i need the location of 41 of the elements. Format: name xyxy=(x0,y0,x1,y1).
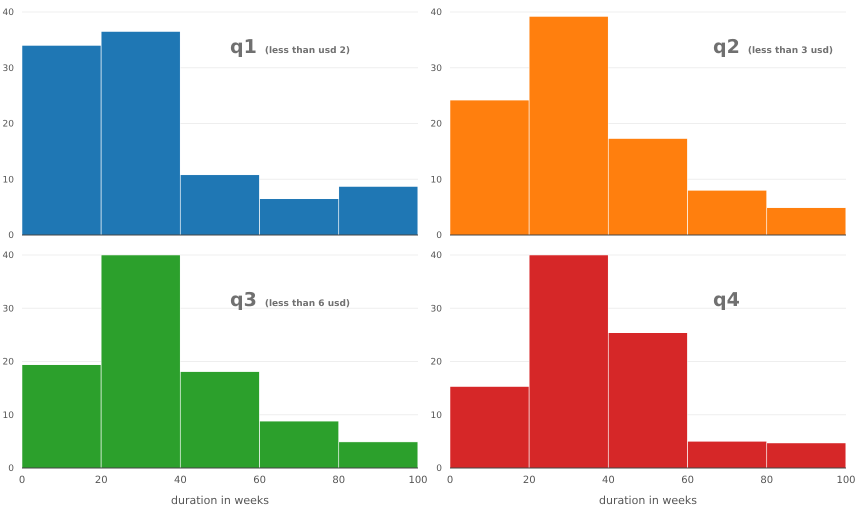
x-axis-title: duration in weeks xyxy=(599,494,698,507)
y-tick-label: 0 xyxy=(8,231,14,242)
x-tick-label: 20 xyxy=(522,475,536,486)
y-tick-label: 40 xyxy=(430,8,442,18)
y-tick-label: 20 xyxy=(430,358,442,368)
y-tick-label: 20 xyxy=(2,120,14,130)
y-tick-label: 10 xyxy=(2,175,14,186)
text: q3 xyxy=(230,289,257,311)
x-tick-label: 40 xyxy=(602,475,615,486)
x-tick-label: 100 xyxy=(408,475,428,486)
x-tick-label: 60 xyxy=(253,475,266,486)
y-tick-label: 0 xyxy=(436,464,442,474)
y-tick-label: 20 xyxy=(2,358,14,368)
y-tick-label: 40 xyxy=(2,8,14,18)
text: q2 xyxy=(713,36,740,58)
y-tick-label: 0 xyxy=(8,464,14,474)
text: q4 xyxy=(713,289,740,311)
y-tick-label: 20 xyxy=(430,120,442,130)
x-axis-title: duration in weeks xyxy=(171,494,270,507)
text: (less than 6 usd) xyxy=(264,299,350,309)
y-tick-label: 30 xyxy=(2,64,14,74)
y-tick-label: 40 xyxy=(430,251,442,262)
text: (less than usd 2) xyxy=(264,46,350,56)
x-tick-label: 0 xyxy=(446,475,454,486)
x-tick-label: 80 xyxy=(332,475,346,486)
x-tick-label: 20 xyxy=(94,475,108,486)
x-tick-label: 40 xyxy=(174,475,187,486)
y-tick-label: 30 xyxy=(2,304,14,314)
text: (less than 3 usd) xyxy=(748,46,834,56)
y-tick-label: 10 xyxy=(2,410,14,421)
y-tick-label: 10 xyxy=(430,410,442,421)
y-tick-label: 30 xyxy=(430,304,442,314)
text: q1 xyxy=(230,36,257,58)
x-tick-label: 100 xyxy=(836,475,855,486)
y-tick-label: 0 xyxy=(436,231,442,242)
x-tick-label: 60 xyxy=(681,475,694,486)
x-tick-label: 0 xyxy=(18,475,26,486)
y-tick-label: 40 xyxy=(2,251,14,262)
y-tick-label: 30 xyxy=(430,64,442,74)
x-tick-label: 80 xyxy=(760,475,774,486)
y-tick-label: 10 xyxy=(430,175,442,186)
